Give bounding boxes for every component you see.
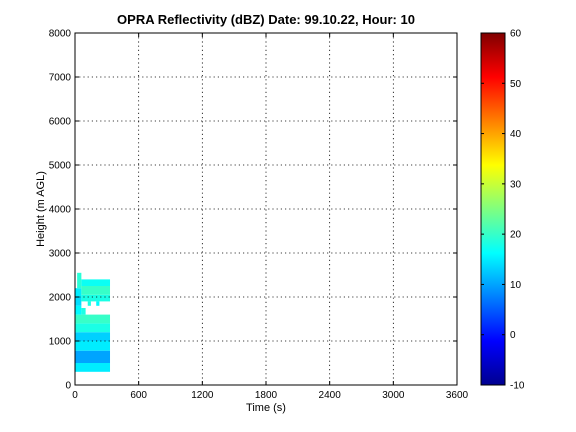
x-axis-label: Time (s)	[246, 402, 286, 414]
x-tick-label: 1200	[191, 390, 214, 401]
x-tick-label: 3000	[382, 390, 405, 401]
x-axis-ticks: 0 600 1200 1800 2400 3000 3600	[72, 33, 469, 401]
y-tick-label: 1000	[49, 337, 72, 348]
y-tick-label: 5000	[49, 161, 72, 172]
reflectivity-cell	[75, 350, 111, 363]
x-tick-label: 1800	[255, 390, 278, 401]
colorbar	[481, 33, 505, 385]
y-axis-ticks: 0 1000 2000 3000 4000 5000 6000 7000 8000	[49, 29, 457, 392]
reflectivity-cell	[75, 323, 111, 333]
colorbar-tick-label: 30	[510, 179, 522, 190]
y-tick-label: 3000	[49, 249, 72, 260]
y-tick-label: 4000	[49, 205, 72, 216]
y-tick-label: 2000	[49, 293, 72, 304]
y-axis-label: Height (m AGL)	[35, 171, 47, 247]
reflectivity-cell	[81, 294, 111, 302]
x-tick-label: 0	[72, 390, 78, 401]
reflectivity-cell	[87, 301, 91, 306]
reflectivity-cell	[96, 301, 100, 306]
colorbar-tick-label: 20	[510, 230, 522, 241]
y-tick-label: 0	[65, 381, 71, 392]
y-tick-label: 8000	[49, 29, 72, 40]
y-tick-label: 7000	[49, 73, 72, 84]
colorbar-tick-label: 50	[510, 79, 522, 90]
reflectivity-cell	[81, 308, 86, 315]
colorbar-tick-label: -10	[510, 381, 525, 392]
reflectivity-cell	[75, 314, 111, 324]
reflectivity-cell	[81, 286, 111, 295]
reflectivity-cell	[75, 363, 111, 372]
y-tick-label: 6000	[49, 117, 72, 128]
reflectivity-cells	[75, 272, 111, 372]
x-tick-label: 3600	[446, 390, 469, 401]
reflectivity-cell	[75, 332, 111, 341]
colorbar-tick-label: 40	[510, 129, 522, 140]
colorbar-tick-label: 60	[510, 29, 522, 40]
colorbar-tick-label: 0	[510, 330, 516, 341]
colorbar-ticks: -10 0 10 20 30 40 50 60	[481, 29, 525, 392]
x-tick-label: 2400	[319, 390, 342, 401]
reflectivity-cell	[75, 305, 82, 315]
reflectivity-cell	[77, 272, 82, 289]
reflectivity-cell	[81, 279, 111, 286]
grid-lines	[75, 33, 457, 385]
colorbar-tick-label: 10	[510, 280, 522, 291]
reflectivity-cell	[75, 341, 111, 351]
reflectivity-cell	[75, 288, 82, 297]
colorbar-frame	[480, 32, 506, 386]
reflectivity-cell	[75, 297, 82, 306]
x-tick-label: 600	[130, 390, 147, 401]
chart-title: OPRA Reflectivity (dBZ) Date: 99.10.22, …	[117, 12, 415, 27]
